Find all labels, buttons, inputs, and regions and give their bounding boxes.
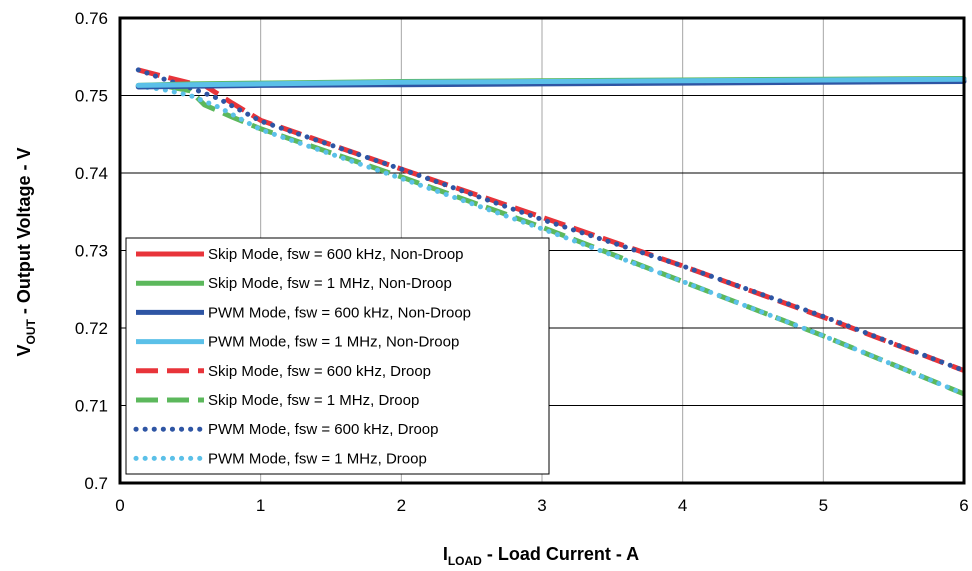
plot-border xyxy=(118,16,966,485)
legend-label: Skip Mode, fsw = 600 kHz, Droop xyxy=(208,363,431,380)
legend-label: PWM Mode, fsw = 600 kHz, Non-Droop xyxy=(208,304,471,321)
series-line-7 xyxy=(135,67,967,374)
y-tick-label: 0.71 xyxy=(75,397,108,416)
x-tick-label: 2 xyxy=(397,496,406,515)
legend-label: PWM Mode, fsw = 1 MHz, Non-Droop xyxy=(208,334,459,351)
legend-label: Skip Mode, fsw = 1 MHz, Non-Droop xyxy=(208,275,452,292)
y-tick-label: 0.76 xyxy=(75,9,108,28)
x-tick-label: 0 xyxy=(115,496,124,515)
legend-label: Skip Mode, fsw = 600 kHz, Non-Droop xyxy=(208,246,464,263)
y-axis-title-main: V xyxy=(14,344,34,356)
x-tick-label: 4 xyxy=(678,496,687,515)
x-axis-title-rest: - Load Current - A xyxy=(482,544,639,564)
y-axis-title-sub: OUT xyxy=(24,318,38,344)
x-axis-title-main: I xyxy=(443,544,448,564)
legend: Skip Mode, fsw = 600 kHz, Non-Droop Skip … xyxy=(125,237,550,475)
x-axis-title-sub: LOAD xyxy=(448,554,482,568)
legend-label: Skip Mode, fsw = 1 MHz, Droop xyxy=(208,392,419,409)
y-tick-label: 0.7 xyxy=(84,474,108,493)
series-line-8 xyxy=(135,83,967,397)
y-tick-label: 0.73 xyxy=(75,242,108,261)
x-tick-label: 1 xyxy=(256,496,265,515)
legend-box xyxy=(125,237,550,475)
x-tick-labels: 0 1 2 3 4 5 6 xyxy=(115,496,968,515)
legend-label: PWM Mode, fsw = 600 kHz, Droop xyxy=(208,421,439,438)
x-tick-label: 5 xyxy=(819,496,828,515)
x-axis-title: ILOAD - Load Current - A xyxy=(443,544,639,568)
series-line-4 xyxy=(135,76,967,88)
y-tick-label: 0.74 xyxy=(75,164,108,183)
y-axis-title: VOUT - Output Voltage - V xyxy=(14,147,38,356)
y-tick-label: 0.75 xyxy=(75,87,108,106)
y-tick-label: 0.72 xyxy=(75,319,108,338)
x-tick-label: 6 xyxy=(959,496,968,515)
y-tick-labels: 0.7 0.71 0.72 0.73 0.74 0.75 0.76 xyxy=(75,9,108,493)
x-tick-label: 3 xyxy=(537,496,546,515)
series-group xyxy=(135,67,967,397)
legend-label: PWM Mode, fsw = 1 MHz, Droop xyxy=(208,450,427,467)
y-axis-title-rest: - Output Voltage - V xyxy=(14,147,34,319)
